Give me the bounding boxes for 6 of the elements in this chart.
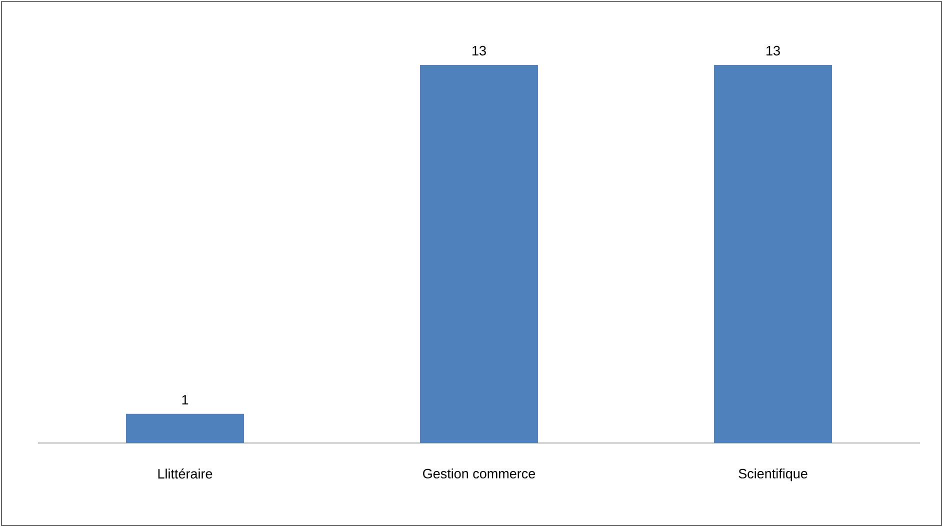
x-tick-label: Scientifique [738, 468, 808, 482]
x-tick-label: Llittéraire [158, 468, 212, 479]
data-label: 1 [182, 395, 188, 404]
x-tick-label: Gestion commerce [423, 468, 536, 478]
data-label: 13 [766, 46, 780, 56]
data-label: 13 [472, 46, 486, 56]
